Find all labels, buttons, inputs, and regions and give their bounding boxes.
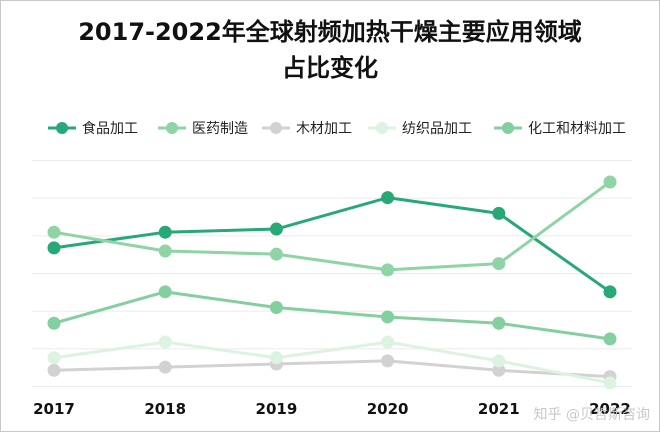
series-line — [53, 180, 611, 272]
data-point — [492, 257, 506, 271]
data-point — [269, 222, 283, 236]
data-point — [269, 301, 283, 315]
x-tick-label: 2019 — [256, 400, 298, 418]
data-point — [492, 206, 506, 220]
data-point — [492, 354, 506, 368]
data-point — [603, 175, 617, 189]
x-tick-label: 2018 — [144, 400, 186, 418]
data-point — [269, 247, 283, 261]
data-point — [492, 316, 506, 330]
series-line — [53, 359, 611, 379]
series-line — [53, 290, 611, 341]
legend-entry-label: 纺织品加工 — [402, 121, 472, 137]
data-point — [47, 363, 61, 377]
data-point — [381, 354, 395, 368]
data-point — [603, 332, 617, 346]
data-point — [381, 310, 395, 324]
x-tick-label: 2022 — [589, 400, 631, 418]
chart-title-line-1: 2017-2022年全球射频加热干燥主要应用领域 — [78, 18, 582, 46]
data-point — [603, 285, 617, 299]
data-point — [47, 241, 61, 255]
data-point — [47, 225, 61, 239]
legend-entry-label: 化工和材料加工 — [528, 121, 626, 137]
legend-entry-label: 医药制造 — [192, 121, 248, 137]
legend-swatch-marker — [502, 122, 514, 134]
data-point — [492, 363, 506, 377]
data-point — [158, 225, 172, 239]
data-point — [158, 244, 172, 258]
data-point — [269, 351, 283, 365]
data-point — [381, 335, 395, 349]
legend-swatch-marker — [166, 122, 178, 134]
legend-entry-label: 木材加工 — [296, 121, 352, 137]
chart-title-line-2: 占比变化 — [282, 54, 378, 82]
data-point — [47, 351, 61, 365]
watermark: 知乎 @贝哲斯咨询 — [533, 407, 650, 423]
series-line — [53, 196, 611, 294]
x-tick-label: 2017 — [33, 400, 75, 418]
legend-swatch-marker — [376, 122, 388, 134]
data-point — [47, 316, 61, 330]
chart-title: 2017-2022年全球射频加热干燥主要应用领域 占比变化 — [0, 14, 660, 86]
x-tick-label: 2020 — [367, 400, 409, 418]
legend-entry-label: 食品加工 — [82, 120, 138, 137]
data-point — [381, 191, 395, 205]
data-point — [381, 263, 395, 277]
x-tick-label: 2021 — [478, 400, 520, 418]
legend-swatch-marker — [270, 122, 282, 134]
data-point — [158, 360, 172, 374]
series-line — [53, 340, 611, 385]
legend-swatch-marker — [56, 122, 68, 134]
data-point — [158, 285, 172, 299]
data-point — [603, 376, 617, 390]
data-point — [158, 335, 172, 349]
